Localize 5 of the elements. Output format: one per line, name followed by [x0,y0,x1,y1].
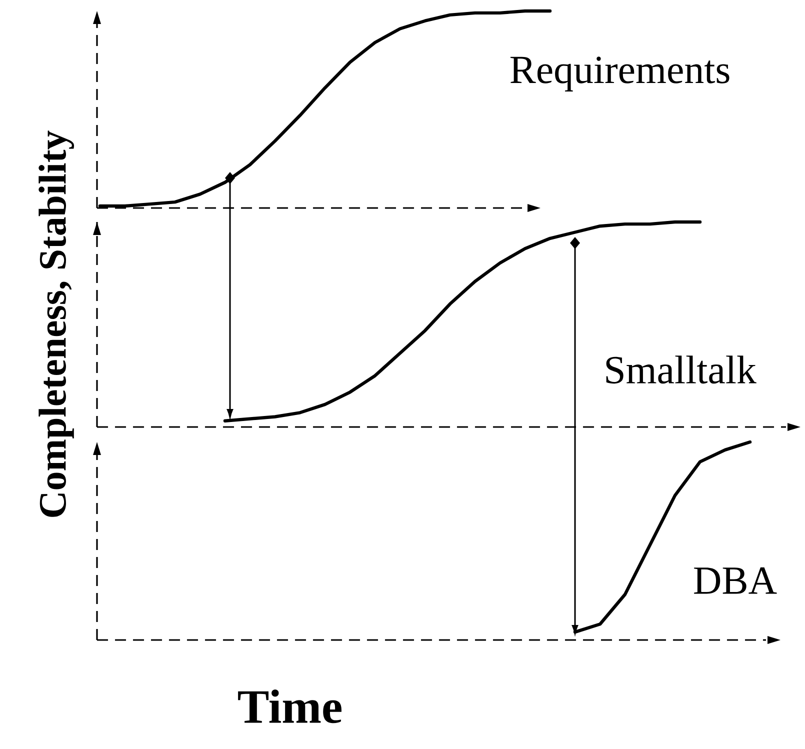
x-axis-title: Time [238,690,342,724]
y-axis-title: Completeness, Stability [38,130,74,517]
series-label: Requirements [510,56,730,92]
text: Smalltalk [606,356,756,384]
series-label: DBA [694,567,777,594]
